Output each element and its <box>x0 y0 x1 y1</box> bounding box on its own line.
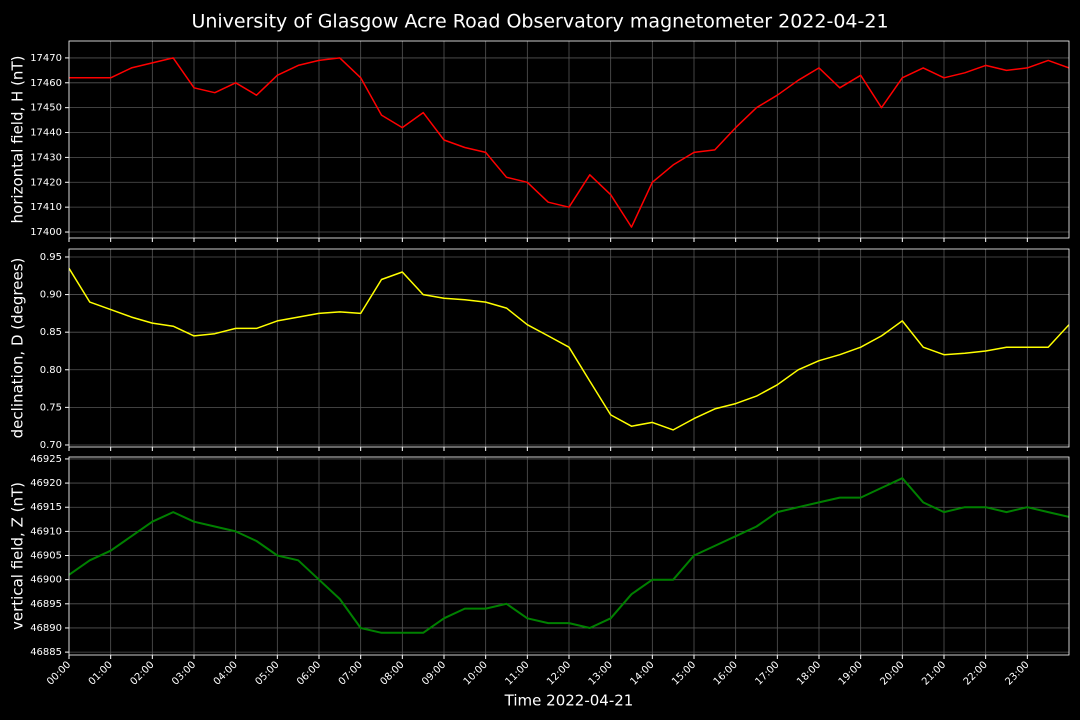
y-tick-label: 46890 <box>30 623 62 634</box>
y-tick-label: 46925 <box>30 454 62 465</box>
y-tick-label: 46895 <box>30 599 62 610</box>
plot-area <box>69 57 1069 228</box>
y-tick-label: 46885 <box>30 647 62 658</box>
y-tick-label: 0.90 <box>40 290 62 301</box>
y-tick-label: 17470 <box>30 53 62 64</box>
y-axis-label: declination, D (degrees) <box>9 258 27 439</box>
axes-frame <box>68 248 1070 448</box>
y-tick-label: 17410 <box>30 202 62 213</box>
y-tick-label: 46910 <box>30 526 62 537</box>
y-tick-label: 17440 <box>30 128 62 139</box>
y-tick-label: 46905 <box>30 551 62 562</box>
axes-frame <box>68 456 1070 656</box>
axes-frame <box>68 40 1070 239</box>
y-tick-label: 46900 <box>30 575 62 586</box>
y-tick-label: 46920 <box>30 478 62 489</box>
y-tick-label: 17450 <box>30 103 62 114</box>
data-line <box>69 57 1069 228</box>
plot-area <box>69 267 1069 431</box>
y-tick-label: 0.80 <box>40 365 62 376</box>
y-axis-label: horizontal field, H (nT) <box>9 56 27 224</box>
y-axis-label: vertical field, Z (nT) <box>9 482 27 630</box>
y-tick-label: 17460 <box>30 78 62 89</box>
plot-area <box>69 477 1069 634</box>
x-axis-label: Time 2022-04-21 <box>504 692 634 710</box>
y-tick-label: 46915 <box>30 502 62 513</box>
chart-title: University of Glasgow Acre Road Observat… <box>191 11 888 33</box>
y-tick-label: 17400 <box>30 227 62 238</box>
y-tick-label: 0.70 <box>40 440 62 451</box>
data-line <box>69 267 1069 431</box>
y-tick-label: 0.95 <box>40 252 62 263</box>
y-tick-label: 17430 <box>30 152 62 163</box>
data-line <box>69 477 1069 634</box>
y-tick-label: 0.75 <box>40 402 62 413</box>
y-tick-label: 17420 <box>30 177 62 188</box>
y-tick-label: 0.85 <box>40 327 62 338</box>
